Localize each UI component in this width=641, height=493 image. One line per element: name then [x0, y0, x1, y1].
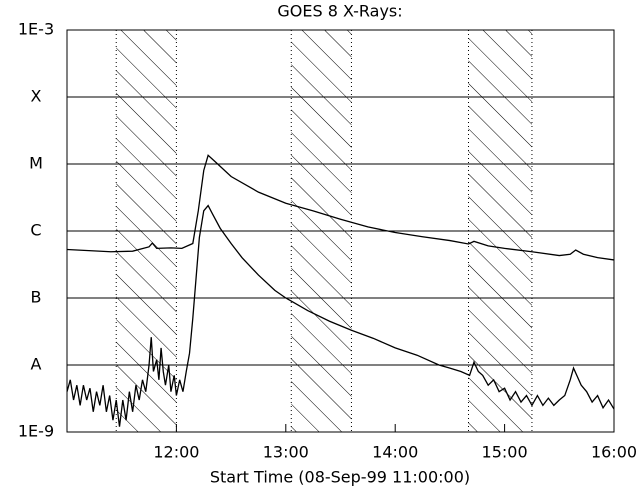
- x-tick-label: 13:00: [263, 443, 309, 462]
- data-layer: [66, 154, 615, 427]
- chart-title: GOES 8 X-Rays:: [277, 2, 402, 21]
- y-tick-label: B: [31, 288, 42, 307]
- y-tick-label: M: [29, 154, 43, 173]
- plot-frame: [66, 29, 615, 433]
- y-tick-label: 1E-9: [18, 422, 54, 441]
- series-line: [66, 154, 615, 261]
- y-tick-label: 1E-3: [18, 20, 54, 39]
- y-tick-label: X: [31, 87, 42, 106]
- y-tick-label: A: [31, 355, 42, 374]
- series-line: [66, 204, 615, 427]
- x-tick-label: 12:00: [153, 443, 199, 462]
- x-tick-label: 16:00: [591, 443, 637, 462]
- y-tick-label: C: [30, 221, 41, 240]
- x-tick-label: 14:00: [372, 443, 418, 462]
- x-tick-label: 15:00: [482, 443, 528, 462]
- x-axis-label: Start Time (08-Sep-99 11:00:00): [210, 468, 470, 487]
